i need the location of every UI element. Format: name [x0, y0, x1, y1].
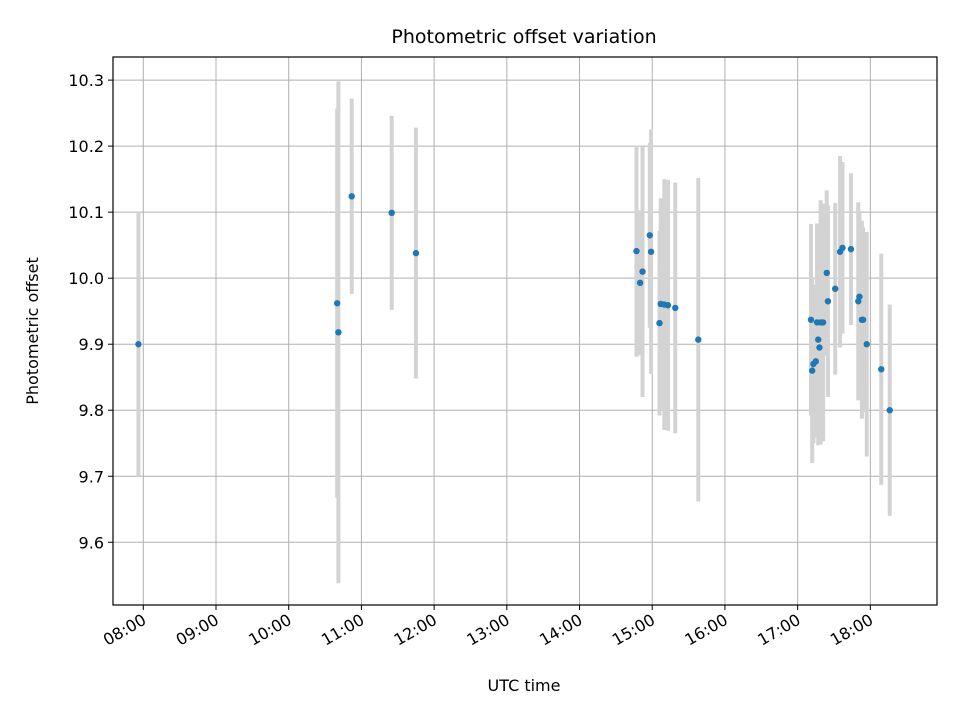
x-axis-label: UTC time [488, 676, 561, 695]
data-point [135, 341, 142, 348]
data-point [832, 285, 839, 292]
y-tick-label: 10.3 [68, 71, 104, 90]
data-point [839, 244, 846, 252]
y-axis-label: Photometric offset [23, 257, 42, 405]
data-point [656, 319, 663, 327]
data-point [695, 336, 702, 343]
data-point [812, 358, 820, 365]
data-point [823, 269, 830, 277]
data-point [664, 302, 672, 309]
data-point [859, 316, 867, 323]
data-point [647, 248, 655, 255]
chart-title: Photometric offset variation [391, 26, 656, 48]
data-point [388, 209, 395, 217]
data-point [863, 341, 870, 348]
y-tick-label: 9.9 [79, 335, 104, 354]
data-point [333, 300, 341, 307]
axes-frame [112, 56, 938, 606]
data-point [856, 293, 863, 300]
data-point [412, 249, 420, 257]
y-tick-label: 9.7 [79, 467, 104, 486]
data-point [348, 193, 355, 200]
data-point [819, 319, 827, 326]
data-point [815, 336, 822, 343]
data-point [824, 298, 832, 305]
data-point [886, 407, 893, 414]
y-tick-label: 10.2 [68, 137, 104, 156]
data-point [808, 367, 816, 374]
data-point [847, 245, 855, 253]
data-point [335, 329, 342, 336]
data-point [639, 268, 646, 275]
data-point [636, 279, 644, 287]
data-point [878, 366, 885, 373]
data-point [807, 316, 815, 323]
data-point [633, 247, 640, 255]
data-point [646, 232, 654, 239]
data-point [672, 304, 679, 312]
y-tick-label: 10.0 [68, 269, 104, 288]
y-axis-ticks: 9.6 9.7 9.8 9.9 10.0 10.1 10.2 10.3 [68, 71, 113, 552]
y-tick-label: 10.1 [68, 203, 104, 222]
y-tick-label: 9.8 [79, 401, 104, 420]
data-points [135, 193, 893, 414]
y-tick-label: 9.6 [79, 533, 104, 552]
data-point [816, 344, 823, 351]
